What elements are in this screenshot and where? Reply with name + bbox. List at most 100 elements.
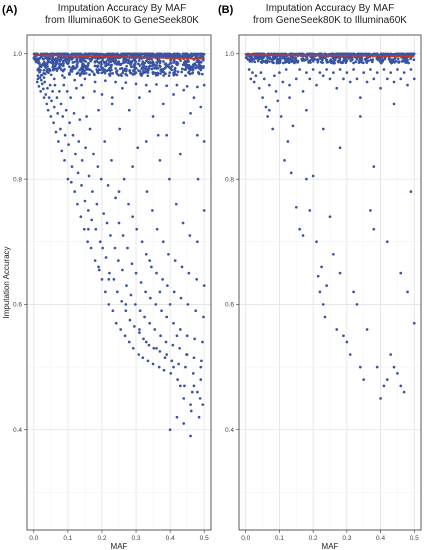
data-point (199, 378, 203, 381)
data-point-dense (156, 71, 159, 75)
data-point-dense (162, 67, 166, 71)
data-point-dense (310, 57, 314, 61)
data-point (165, 84, 169, 88)
data-point (161, 278, 164, 281)
data-point-dense (132, 52, 136, 56)
data-point (185, 334, 189, 338)
data-point-dense (299, 52, 303, 56)
data-point-dense (95, 59, 99, 63)
data-point-dense (99, 65, 103, 69)
data-point-dense (147, 65, 151, 69)
data-point (139, 281, 143, 284)
data-point-dense (156, 66, 160, 70)
data-point-dense (127, 58, 130, 62)
data-point (406, 290, 409, 294)
data-point-dense (409, 57, 412, 61)
data-point-dense (109, 72, 112, 75)
data-point-dense (98, 61, 102, 65)
data-point (196, 85, 199, 89)
data-point (102, 212, 106, 215)
data-point (148, 259, 152, 262)
data-point-dense (159, 59, 162, 63)
data-point (117, 221, 121, 225)
data-point-dense (319, 60, 323, 64)
plot-frame (238, 34, 422, 531)
data-point-dense (151, 64, 154, 68)
data-point (96, 165, 100, 168)
data-point (84, 146, 87, 150)
data-point-dense (197, 60, 201, 63)
data-point-dense (303, 59, 307, 62)
data-point (141, 356, 145, 360)
data-point (144, 83, 148, 87)
data-point-dense (367, 53, 371, 56)
data-point-dense (107, 58, 110, 62)
data-point-dense (133, 70, 136, 73)
data-point (175, 415, 179, 419)
data-point-dense (142, 64, 146, 67)
data-point (97, 268, 101, 272)
data-point (151, 209, 154, 212)
data-point-dense (371, 58, 375, 61)
data-point (143, 315, 146, 319)
data-point-dense (134, 60, 137, 64)
chart-subtitle: from Illumina60K to GeneSeek80K (45, 15, 199, 26)
data-point (332, 71, 335, 74)
data-point-dense (348, 52, 352, 56)
trend-line (33, 54, 205, 60)
data-point (385, 240, 389, 244)
data-point (73, 78, 77, 82)
data-point (150, 265, 153, 269)
data-point-dense (102, 60, 106, 64)
x-tick-label: 0.1 (63, 535, 72, 542)
data-point-dense (286, 56, 290, 60)
data-point (328, 215, 332, 219)
data-point (199, 365, 203, 369)
data-point-dense (155, 61, 158, 64)
data-point (86, 240, 89, 244)
data-point (46, 108, 50, 112)
data-point (155, 271, 158, 275)
data-point (89, 246, 93, 250)
data-point (142, 337, 145, 341)
data-point (197, 415, 201, 419)
data-point-dense (42, 68, 46, 72)
data-point (186, 303, 190, 306)
data-point-dense (73, 60, 76, 64)
data-point (83, 77, 87, 81)
y-tick-label: 1.0 (225, 51, 234, 58)
data-point (402, 71, 406, 74)
data-point (162, 368, 166, 372)
data-point (137, 353, 141, 356)
data-point-dense (137, 69, 140, 72)
data-point (183, 384, 186, 388)
data-point (101, 246, 104, 250)
data-point-dense (38, 70, 41, 74)
data-point (298, 68, 302, 71)
data-point (187, 271, 191, 275)
data-point-dense (84, 60, 88, 63)
data-point-dense (141, 60, 145, 63)
data-point-dense (305, 57, 309, 61)
data-point-dense (146, 52, 149, 56)
data-point (118, 127, 122, 131)
data-point (279, 115, 283, 118)
data-point-dense (339, 61, 343, 65)
plot-frame (26, 34, 212, 531)
data-point (165, 133, 169, 137)
data-point-dense (62, 52, 66, 56)
data-point (154, 303, 158, 306)
data-point (262, 77, 266, 81)
data-point-dense (52, 68, 55, 72)
data-point (46, 86, 49, 90)
data-point-dense (40, 73, 44, 77)
data-point (402, 390, 406, 394)
data-point-dense (193, 63, 197, 67)
data-point (121, 268, 124, 272)
data-point (409, 68, 413, 71)
data-point-dense (186, 65, 189, 69)
data-point (278, 71, 281, 74)
data-point-dense (62, 64, 65, 68)
data-point-dense (179, 59, 182, 62)
data-point (58, 90, 61, 93)
